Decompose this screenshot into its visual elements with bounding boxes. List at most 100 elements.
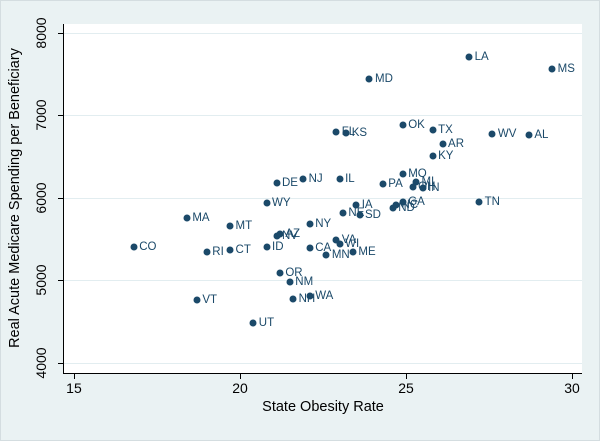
point-label-NJ: NJ <box>308 172 323 185</box>
y-tick-label-5000: 5000 <box>33 264 49 296</box>
data-point-MO <box>399 170 407 178</box>
point-label-NM: NM <box>295 275 314 288</box>
point-label-VA: VA <box>341 233 357 246</box>
point-label-TX: TX <box>438 124 453 137</box>
data-point-FL <box>332 128 340 136</box>
data-point-NJ <box>299 175 307 183</box>
point-label-IA: IA <box>361 199 373 212</box>
data-point-MT <box>226 222 234 230</box>
y-tick-5000 <box>58 280 63 282</box>
y-axis-line <box>63 24 64 374</box>
data-point-IL <box>336 175 344 183</box>
y-axis-title: Real Acute Medicare Spending per Benefic… <box>7 48 23 348</box>
data-point-DE <box>273 179 280 187</box>
data-point-ID <box>263 243 271 251</box>
point-label-KY: KY <box>438 149 454 162</box>
x-axis-line <box>63 373 582 374</box>
data-point-TN <box>475 198 483 206</box>
data-point-MS <box>548 65 556 73</box>
data-point-ND <box>389 204 397 212</box>
x-tick-label-30: 30 <box>564 380 580 396</box>
point-label-ND: ND <box>398 202 415 215</box>
data-point-PA <box>379 180 387 188</box>
x-tick-20 <box>239 374 241 379</box>
data-point-WA <box>306 292 314 300</box>
point-label-AZ: AZ <box>285 227 301 240</box>
point-label-ME: ME <box>358 246 376 259</box>
x-tick-label-15: 15 <box>66 380 82 396</box>
data-point-OK <box>399 121 407 129</box>
point-label-RI: RI <box>212 246 224 259</box>
point-label-ID: ID <box>272 241 284 254</box>
point-label-MS: MS <box>557 62 575 75</box>
point-label-NY: NY <box>315 218 332 231</box>
point-label-TN: TN <box>484 195 500 208</box>
data-point-LA <box>465 53 473 61</box>
data-point-WV <box>488 130 496 138</box>
data-point-WI <box>336 240 344 248</box>
point-label-MA: MA <box>192 212 210 225</box>
gridline-y-4000 <box>64 362 582 364</box>
y-tick-6000 <box>58 197 63 199</box>
x-tick-25 <box>406 374 407 379</box>
data-point-NC <box>392 201 400 209</box>
gridline-y-6000 <box>64 197 582 199</box>
data-point-NM <box>286 278 294 286</box>
data-point-UT <box>249 319 257 327</box>
x-axis-title: State Obesity Rate <box>262 399 384 415</box>
data-point-IN <box>419 184 427 192</box>
point-label-MT: MT <box>235 219 253 232</box>
data-point-CA <box>306 244 314 252</box>
gridline-y-7000 <box>64 115 582 117</box>
data-point-MA <box>183 214 191 222</box>
data-point-ME <box>349 248 357 256</box>
plot-area: CO MA VT RI CT MT UT WY ID DE NV AZ OR NM NH NJ NY WA CA MN… <box>64 24 582 373</box>
point-label-WA: WA <box>315 289 334 302</box>
point-label-GA: GA <box>408 195 425 208</box>
point-label-MD: MD <box>374 72 393 85</box>
data-point-AR <box>439 140 447 148</box>
point-label-MN: MN <box>331 248 350 261</box>
data-point-TX <box>429 126 437 134</box>
point-label-DE: DE <box>282 176 298 189</box>
data-point-KS <box>342 129 350 137</box>
point-label-MO: MO <box>408 167 427 180</box>
data-point-WY <box>263 199 271 207</box>
point-label-OR: OR <box>285 266 303 279</box>
data-point-MN <box>322 251 330 259</box>
point-label-VT: VT <box>202 293 218 306</box>
data-point-VT <box>193 296 201 304</box>
gridline-y-8000 <box>64 32 582 34</box>
point-label-AR: AR <box>448 138 465 151</box>
data-point-IA <box>352 201 360 209</box>
x-tick-label-20: 20 <box>232 380 248 396</box>
gridline-y-5000 <box>64 280 582 282</box>
data-point-KY <box>429 152 437 160</box>
x-tick-15 <box>73 374 75 379</box>
point-label-CO: CO <box>139 241 157 254</box>
point-label-UT: UT <box>258 317 275 330</box>
data-point-RI <box>203 248 211 256</box>
y-tick-label-6000: 6000 <box>33 182 49 214</box>
x-tick-label-25: 25 <box>398 380 414 396</box>
point-label-OK: OK <box>408 119 425 132</box>
data-point-OR <box>276 269 284 277</box>
point-label-PA: PA <box>388 177 403 190</box>
point-label-CT: CT <box>235 244 251 257</box>
data-point-MI <box>412 178 420 186</box>
data-point-AZ <box>276 230 284 238</box>
point-label-WY: WY <box>272 197 291 210</box>
data-point-NH <box>289 295 297 303</box>
y-tick-label-7000: 7000 <box>33 99 49 131</box>
point-label-CA: CA <box>315 242 332 254</box>
point-label-IL: IL <box>345 172 355 185</box>
y-tick-label-4000: 4000 <box>33 347 49 379</box>
data-point-VA <box>332 236 340 244</box>
data-point-GA <box>399 198 407 206</box>
data-point-NE <box>339 209 347 217</box>
data-point-AL <box>525 131 533 139</box>
data-point-CO <box>130 243 138 251</box>
y-tick-7000 <box>58 115 63 117</box>
y-tick-4000 <box>58 362 63 364</box>
